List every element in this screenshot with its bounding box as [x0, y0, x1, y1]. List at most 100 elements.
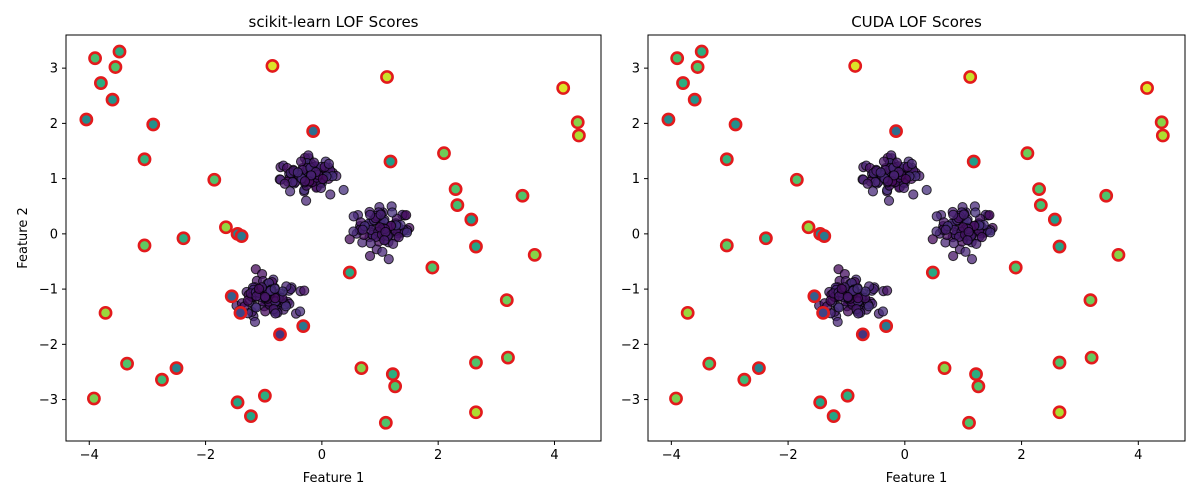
right-cluster-2-point	[976, 232, 988, 243]
left-cluster-2-point	[365, 238, 376, 249]
left-x-tick-label: 0	[318, 448, 326, 463]
right-outlier-point	[752, 361, 766, 375]
left-cluster-2-point	[393, 232, 404, 243]
left-outlier-point	[105, 92, 120, 107]
right-outlier-point	[737, 372, 752, 387]
right-outlier-point	[937, 361, 952, 375]
left-cluster-2-point	[388, 238, 399, 250]
left-cluster-1-point	[317, 173, 328, 185]
right-outlier-point	[969, 367, 983, 382]
right-x-tick-label: −2	[779, 448, 798, 463]
left-y-tick-label: 2	[50, 117, 58, 132]
right-outlier-point	[1052, 405, 1067, 420]
right-outlier-point	[789, 172, 804, 187]
right-cluster-1-point	[875, 167, 886, 178]
left-chart-xlabel: Feature 1	[303, 471, 365, 486]
right-cluster-3-point	[833, 302, 845, 313]
right-cluster-2-point	[966, 254, 978, 265]
left-x-tick-label: 2	[434, 448, 442, 463]
left-cluster-1-point	[338, 184, 349, 196]
right-cluster-2-point	[962, 235, 973, 246]
left-outlier-point	[469, 239, 483, 254]
left-cluster-3-point	[253, 283, 265, 294]
right-y-tick-label: −2	[621, 338, 640, 353]
right-cluster-2-point	[931, 211, 942, 222]
right-outlier-point	[855, 327, 870, 342]
left-outlier-point	[79, 112, 94, 127]
right-cluster-3-point	[882, 285, 893, 296]
left-cluster-3-point	[270, 308, 281, 319]
left-y-tick-label: −2	[39, 338, 58, 353]
left-outlier-point	[257, 388, 272, 403]
right-outlier-point	[1099, 188, 1114, 203]
right-outlier-point	[807, 289, 822, 304]
right-outlier-point	[719, 152, 734, 167]
left-cluster-2-point	[401, 210, 412, 221]
right-y-tick-label: 2	[632, 117, 640, 132]
right-chart-title: CUDA LOF Scores	[851, 13, 982, 31]
left-outlier-point	[234, 229, 249, 243]
right-outlier-point	[694, 44, 709, 59]
left-outlier-point	[354, 361, 369, 375]
right-cluster-3-point	[836, 283, 847, 294]
right-cluster-1-point	[862, 178, 873, 189]
right-x-tick-label: −4	[662, 448, 681, 463]
left-cluster-1-point	[315, 182, 327, 194]
left-x-tick-label: 4	[550, 448, 558, 463]
right-cluster-2-point	[985, 227, 996, 238]
left-outlier-point	[469, 355, 483, 370]
left-outlier-point	[108, 60, 123, 74]
left-cluster-2-point	[357, 224, 368, 235]
left-outlier-point	[244, 409, 258, 424]
left-cluster-2-point	[348, 211, 359, 222]
left-y-tick-label: 0	[50, 227, 58, 242]
right-outlier-point	[669, 391, 683, 406]
right-cluster-1-point	[921, 184, 932, 196]
left-outlier-point	[265, 59, 280, 73]
left-cluster-3-point	[269, 283, 280, 294]
left-outlier-point	[146, 117, 161, 132]
right-cluster-1-point	[908, 189, 919, 200]
right-chart-xlabel: Feature 1	[886, 471, 948, 486]
left-outlier-point	[120, 356, 134, 371]
left-points	[79, 44, 586, 430]
right-cluster-2-point	[948, 250, 959, 262]
left-cluster-1-point	[285, 186, 296, 197]
left-cluster-2-point	[375, 209, 386, 220]
left-outlier-point	[296, 319, 311, 333]
left-outlier-point	[88, 51, 102, 66]
right-outlier-point	[966, 154, 981, 169]
left-outlier-point	[572, 128, 586, 143]
left-cluster-2-point	[377, 246, 388, 257]
right-outlier-point	[1032, 182, 1046, 197]
left-outlier-point	[388, 379, 403, 394]
right-outlier-point	[1033, 198, 1048, 213]
right-cluster-3-point	[853, 308, 864, 319]
right-cluster-1-point	[888, 170, 900, 181]
right-outlier-point	[1140, 81, 1154, 95]
right-cluster-1-point	[882, 176, 893, 187]
left-cluster-2-point	[387, 207, 398, 218]
left-outlier-point	[385, 367, 400, 382]
right-cluster-2-point	[948, 209, 959, 220]
left-outlier-point	[464, 212, 479, 227]
left-cluster-3-point	[259, 291, 271, 303]
left-outlier-point	[450, 198, 465, 213]
left-cluster-3-point	[249, 316, 261, 328]
left-cluster-2-point	[348, 226, 359, 237]
right-cluster-1-point	[891, 157, 903, 168]
right-cluster-3-point	[852, 283, 863, 294]
left-cluster-1-point	[325, 189, 336, 200]
left-plot-area	[65, 34, 602, 442]
left-y-tick-label: 3	[50, 62, 58, 77]
left-chart-ylabel: Feature 2	[16, 207, 31, 269]
left-outlier-point	[137, 238, 152, 253]
right-points	[661, 44, 1170, 430]
left-outlier-point	[469, 405, 483, 420]
left-outlier-point	[306, 124, 321, 139]
right-outlier-point	[826, 409, 841, 424]
right-cluster-2-point	[960, 246, 971, 257]
right-x-tick-label: 2	[1017, 448, 1025, 463]
right-x-tick-label: 4	[1134, 448, 1142, 463]
right-cluster-1-point	[883, 195, 895, 206]
